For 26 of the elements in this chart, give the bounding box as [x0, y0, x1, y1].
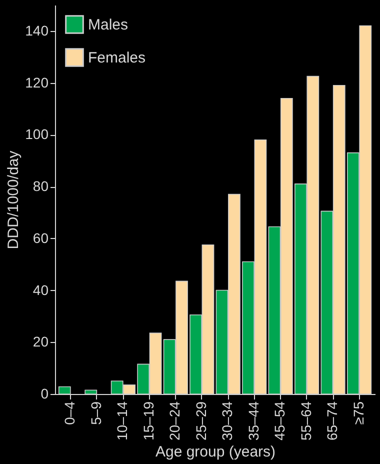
y-tick-label: 40	[32, 282, 49, 298]
y-tick-label: 100	[25, 126, 49, 142]
x-tick-label: 20–24	[166, 401, 183, 440]
x-tick-label: 30–34	[219, 401, 236, 440]
x-tick-label: 55–64	[298, 401, 314, 440]
bar	[84, 390, 98, 394]
y-tick-label: 0	[40, 386, 49, 402]
y-tick-label: 120	[25, 74, 49, 90]
x-tick-label: 15–19	[140, 401, 156, 440]
x-tick-label: 25–29	[192, 401, 209, 440]
y-tick-label: 60	[32, 230, 49, 246]
y-tick-label: 20	[32, 334, 49, 350]
x-tick-label: ≥75	[350, 401, 366, 425]
y-tick-label: 80	[32, 178, 49, 194]
x-tick-label: 35–44	[245, 401, 262, 440]
legend-label: Females	[88, 50, 146, 66]
x-tick-label: 5–9	[88, 401, 104, 425]
y-tick-label: 140	[25, 22, 49, 38]
bar	[58, 386, 71, 394]
x-axis-title: Age group (years)	[155, 443, 276, 460]
x-tick-label: 0–4	[62, 401, 78, 425]
legend-label: Males	[88, 16, 128, 34]
y-axis-title: DDD/1000/day	[5, 150, 22, 250]
x-tick-label: 65–74	[324, 401, 340, 440]
x-tick-label: 10–14	[114, 401, 130, 440]
x-tick-label: 45–54	[272, 401, 288, 440]
